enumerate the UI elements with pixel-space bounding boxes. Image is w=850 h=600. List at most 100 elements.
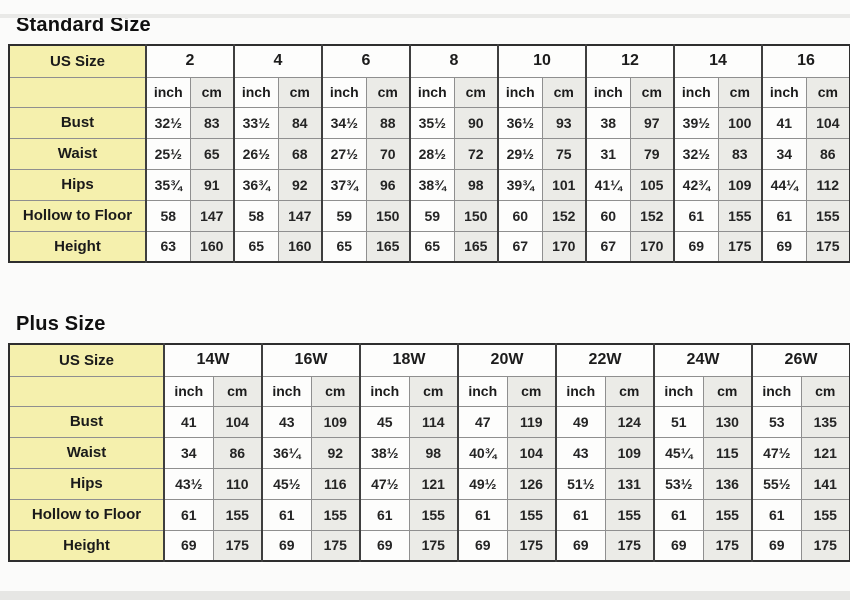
value-cell-inch: 58 — [145, 199, 191, 232]
value-cell-cm: 155 — [408, 498, 459, 531]
value-cell-cm: 105 — [629, 168, 675, 201]
value-cell-cm: 83 — [717, 137, 763, 170]
value-cell-inch: 41 — [761, 106, 807, 139]
corner-empty-cell — [8, 375, 165, 407]
value-cell-cm: 175 — [805, 230, 850, 263]
unit-header-cm: cm — [189, 76, 235, 108]
value-cell-inch: 45¼ — [653, 436, 704, 469]
measurement-row-label: Hips — [8, 467, 165, 500]
unit-header-cm: cm — [717, 76, 763, 108]
unit-header-inch: inch — [653, 375, 704, 407]
value-cell-inch: 34 — [761, 137, 807, 170]
unit-header-inch: inch — [585, 76, 631, 108]
value-cell-cm: 70 — [365, 137, 411, 170]
measurement-row-label: Height — [8, 529, 165, 562]
value-cell-cm: 90 — [453, 106, 499, 139]
unit-header-cm: cm — [310, 375, 361, 407]
value-cell-cm: 147 — [189, 199, 235, 232]
value-cell-inch: 69 — [359, 529, 410, 562]
measurement-row: Hollow to Floor 61 155 61 155 61 155 61 155 61 155… — [8, 498, 850, 531]
value-cell-cm: 175 — [604, 529, 655, 562]
value-cell-inch: 65 — [321, 230, 367, 263]
value-cell-inch: 61 — [359, 498, 410, 531]
value-cell-cm: 79 — [629, 137, 675, 170]
size-column-header: 10 — [496, 44, 587, 78]
value-cell-cm: 109 — [310, 405, 361, 438]
value-cell-cm: 147 — [277, 199, 323, 232]
unit-header-inch: inch — [409, 76, 455, 108]
value-cell-inch: 65 — [409, 230, 455, 263]
value-cell-cm: 155 — [506, 498, 557, 531]
value-cell-inch: 32½ — [673, 137, 719, 170]
measurement-row-label: Hollow to Floor — [8, 498, 165, 531]
value-cell-cm: 170 — [541, 230, 587, 263]
size-column-header: 16W — [261, 343, 361, 377]
value-cell-inch: 40¾ — [457, 436, 508, 469]
size-column-header: 2 — [145, 44, 235, 78]
value-cell-inch: 69 — [751, 529, 802, 562]
us-size-corner-label: US Size — [8, 44, 147, 78]
value-cell-inch: 43 — [261, 405, 312, 438]
value-cell-cm: 121 — [408, 467, 459, 500]
value-cell-cm: 116 — [310, 467, 361, 500]
value-cell-cm: 96 — [365, 168, 411, 201]
measurement-row: Bust 32½ 83 33½ 84 34½ 88 35½ 90 36½ 93 38 97 39½ 100 4… — [8, 106, 850, 139]
plus-size-table: US Size 14W 16W 18W 20W 22W 24W 26W inch cm inch cm… — [8, 343, 850, 562]
value-cell-inch: 29½ — [497, 137, 543, 170]
unit-header-cm: cm — [277, 76, 323, 108]
value-cell-inch: 65 — [233, 230, 279, 263]
value-cell-inch: 69 — [457, 529, 508, 562]
measurement-row-label: Hollow to Floor — [8, 199, 147, 232]
measurement-row-label: Bust — [8, 405, 165, 438]
value-cell-inch: 69 — [163, 529, 214, 562]
unit-header-inch: inch — [321, 76, 367, 108]
value-cell-cm: 75 — [541, 137, 587, 170]
value-cell-inch: 51 — [653, 405, 704, 438]
value-cell-inch: 39½ — [673, 106, 719, 139]
value-cell-cm: 101 — [541, 168, 587, 201]
measurement-row-label: Waist — [8, 436, 165, 469]
value-cell-cm: 170 — [629, 230, 675, 263]
value-cell-cm: 136 — [702, 467, 753, 500]
value-cell-cm: 150 — [453, 199, 499, 232]
size-column-header: 14W — [163, 343, 263, 377]
value-cell-inch: 47 — [457, 405, 508, 438]
value-cell-cm: 155 — [310, 498, 361, 531]
value-cell-inch: 61 — [163, 498, 214, 531]
value-cell-cm: 83 — [189, 106, 235, 139]
value-cell-inch: 61 — [751, 498, 802, 531]
size-column-header: 18W — [359, 343, 459, 377]
value-cell-cm: 104 — [506, 436, 557, 469]
value-cell-inch: 47½ — [751, 436, 802, 469]
value-cell-inch: 60 — [585, 199, 631, 232]
value-cell-inch: 28½ — [409, 137, 455, 170]
value-cell-inch: 36½ — [497, 106, 543, 139]
top-edge-strip — [0, 14, 850, 18]
size-column-header: 6 — [321, 44, 411, 78]
value-cell-inch: 61 — [673, 199, 719, 232]
value-cell-inch: 45½ — [261, 467, 312, 500]
unit-header-cm: cm — [212, 375, 263, 407]
value-cell-inch: 41 — [163, 405, 214, 438]
value-cell-inch: 34 — [163, 436, 214, 469]
value-cell-inch: 61 — [457, 498, 508, 531]
value-cell-cm: 155 — [800, 498, 850, 531]
size-column-header: 26W — [751, 343, 850, 377]
value-cell-inch: 41¼ — [585, 168, 631, 201]
value-cell-inch: 69 — [673, 230, 719, 263]
value-cell-cm: 175 — [800, 529, 850, 562]
value-cell-cm: 104 — [805, 106, 850, 139]
value-cell-cm: 104 — [212, 405, 263, 438]
value-cell-inch: 32½ — [145, 106, 191, 139]
measurement-row: Bust 41 104 43 109 45 114 47 119 49 124 51 130 53 135 — [8, 405, 850, 438]
value-cell-cm: 175 — [506, 529, 557, 562]
size-column-header: 16 — [761, 44, 850, 78]
unit-header-cm: cm — [541, 76, 587, 108]
size-column-header: 8 — [409, 44, 499, 78]
value-cell-inch: 38 — [585, 106, 631, 139]
size-column-header: 22W — [555, 343, 655, 377]
unit-header-cm: cm — [604, 375, 655, 407]
unit-header-inch: inch — [233, 76, 279, 108]
value-cell-inch: 59 — [409, 199, 455, 232]
value-cell-cm: 97 — [629, 106, 675, 139]
